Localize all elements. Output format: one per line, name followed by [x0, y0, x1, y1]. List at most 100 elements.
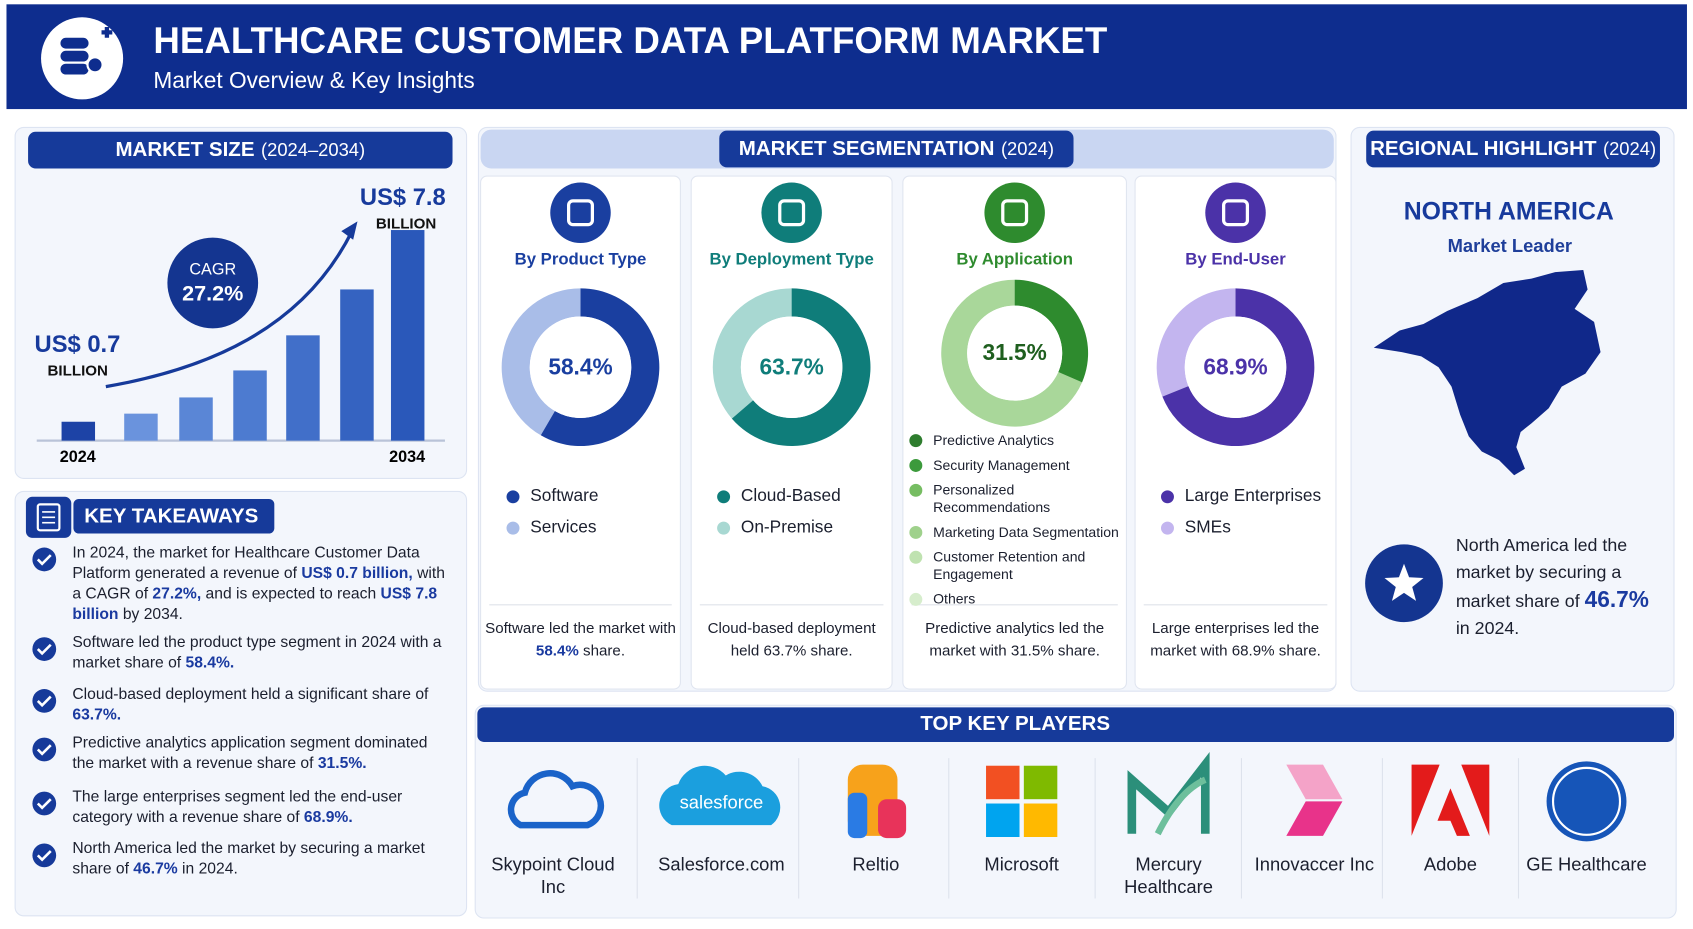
donut-rest	[941, 279, 1083, 427]
legend-label: SMEs	[1184, 518, 1231, 537]
title-main: REGIONAL HIGHLIGHT	[1370, 138, 1597, 161]
bar	[233, 370, 267, 441]
text-part: Cloud-based deployment held 63.7% share.	[707, 618, 876, 659]
end-value: US$ 7.8	[360, 184, 446, 211]
text-part: by 2034.	[118, 605, 183, 624]
bar	[286, 335, 320, 441]
legend-swatch	[717, 489, 731, 503]
legend-swatch	[909, 434, 923, 448]
legend-swatch	[506, 521, 520, 535]
logo-part	[1154, 776, 1207, 836]
check-mark	[36, 695, 52, 708]
takeaways-panel	[14, 490, 468, 917]
cagr-value: 27.2%	[182, 281, 243, 306]
logo-part	[986, 803, 1020, 838]
players-title: TOP KEY PLAYERS	[920, 712, 1110, 735]
start-unit: BILLION	[48, 363, 108, 380]
start-value: US$ 0.7	[35, 331, 121, 358]
legend-swatch	[1161, 489, 1174, 503]
segment-icon	[984, 182, 1045, 244]
segment-title: By End-User	[1185, 250, 1286, 269]
takeaway-item: The large enterprises segment led the en…	[72, 787, 452, 828]
segment-icon-glyph	[1001, 199, 1029, 227]
text-part: Large enterprises led the market with 68…	[1150, 618, 1321, 659]
legend: Large Enterprises SMEs	[1161, 481, 1329, 544]
highlight: US$ 0.7 billion,	[301, 564, 413, 583]
section-header	[719, 130, 1074, 168]
header-icon-db	[60, 50, 89, 62]
player-name: Innovaccer Inc	[1254, 854, 1375, 875]
logo-part	[1023, 803, 1058, 838]
check-mark	[36, 744, 52, 756]
segment-icon	[1205, 182, 1266, 244]
player-name: Salesforce.com	[658, 854, 785, 875]
legend-item: Marketing Data Segmentation	[909, 524, 1124, 541]
cagr-label: CAGR	[189, 260, 236, 278]
takeaway-item: Software led the product type segment in…	[72, 633, 452, 674]
region-name: NORTH AMERICA	[1404, 198, 1614, 225]
legend-label: Services	[530, 518, 597, 537]
text-part: in 2024.	[1455, 618, 1520, 639]
donut-label: 63.7%	[759, 353, 823, 379]
legend-item: Cloud-Based	[717, 481, 885, 512]
legend-label: Personalized Recommendations	[933, 481, 1051, 516]
legend-item: Predictive Analytics	[909, 432, 1124, 449]
legend-label: On-Premise	[740, 518, 834, 537]
check-icon	[32, 689, 57, 713]
segment-icon	[550, 182, 611, 244]
logo-cloud	[507, 770, 605, 829]
segment-icon-glyph	[567, 199, 595, 227]
legend-label: Large Enterprises	[1184, 487, 1322, 506]
check-icon	[32, 737, 57, 762]
text-part: In 2024, the market for Healthcare Custo…	[72, 544, 420, 583]
donut-label: 68.9%	[1203, 353, 1267, 379]
check-icon	[32, 637, 57, 661]
legend-label: Others	[933, 590, 976, 607]
logo-cloud	[659, 765, 781, 826]
section-title: REGIONAL HIGHLIGHT (2024)	[1370, 138, 1656, 161]
legend-label: Software	[530, 487, 599, 506]
takeaways-title: KEY TAKEAWAYS	[84, 505, 258, 528]
legend-swatch	[909, 550, 923, 564]
x-tick-label: 2034	[389, 448, 425, 466]
bar	[179, 397, 213, 441]
logo-part	[1286, 801, 1343, 836]
donut-segment	[1162, 288, 1315, 447]
player-name: Adobe	[1423, 854, 1477, 875]
player-name: Microsoft	[984, 854, 1059, 875]
title-period: (2024)	[1603, 138, 1656, 159]
segment-note: Cloud-based deployment held 63.7% share.	[696, 617, 888, 662]
donut-segment	[540, 288, 660, 447]
logo-part	[1551, 766, 1622, 836]
segment-title: By Application	[956, 250, 1073, 269]
takeaway-item: Predictive analytics application segment…	[72, 733, 452, 774]
header-icon-db	[60, 37, 89, 49]
donut-rest	[1156, 288, 1236, 397]
bar	[124, 413, 158, 441]
highlight: 46.7%	[133, 860, 178, 879]
section-title: MARKET SEGMENTATION (2024)	[739, 138, 1054, 161]
donut-hole	[967, 305, 1063, 401]
header-icon-plus	[101, 27, 113, 38]
highlight: 63.7%.	[72, 706, 122, 724]
text-part: Software led the market with	[485, 618, 676, 637]
legend-item: On-Premise	[717, 512, 885, 543]
takeaway-item: In 2024, the market for Healthcare Custo…	[72, 543, 452, 625]
highlight: 68.9%.	[303, 808, 353, 827]
legend-swatch	[506, 489, 520, 503]
section-header	[1366, 130, 1660, 168]
text-part: share.	[578, 641, 626, 659]
check-mark	[36, 643, 52, 656]
text-part: Predictive analytics application segment…	[72, 734, 428, 773]
title-period: (2024)	[1001, 138, 1054, 159]
growth-arrow	[105, 230, 354, 389]
donut-hole	[529, 316, 632, 418]
logo-part	[1546, 761, 1627, 842]
segment-note: Software led the market with 58.4% share…	[485, 617, 676, 662]
legend-item: Customer Retention and Engagement	[909, 549, 1124, 584]
growth-arrowhead	[341, 221, 358, 240]
legend-item: Services	[506, 512, 674, 543]
header-title: HEALTHCARE CUSTOMER DATA PLATFORM MARKET	[153, 20, 1108, 61]
